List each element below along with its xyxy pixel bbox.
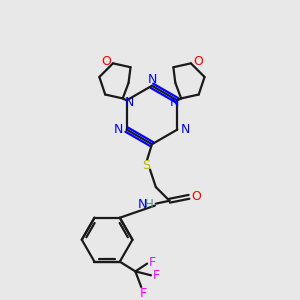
Text: H: H	[145, 198, 153, 211]
Text: N: N	[137, 198, 147, 211]
Text: F: F	[140, 287, 147, 300]
Text: O: O	[193, 55, 203, 68]
Text: N: N	[170, 96, 179, 109]
Text: N: N	[147, 74, 157, 86]
Text: O: O	[101, 55, 111, 68]
Text: F: F	[152, 269, 159, 282]
Text: N: N	[180, 123, 190, 136]
Text: N: N	[125, 96, 134, 109]
Text: O: O	[191, 190, 201, 203]
Text: F: F	[148, 256, 155, 269]
Text: N: N	[114, 123, 124, 136]
Text: S: S	[142, 159, 150, 172]
